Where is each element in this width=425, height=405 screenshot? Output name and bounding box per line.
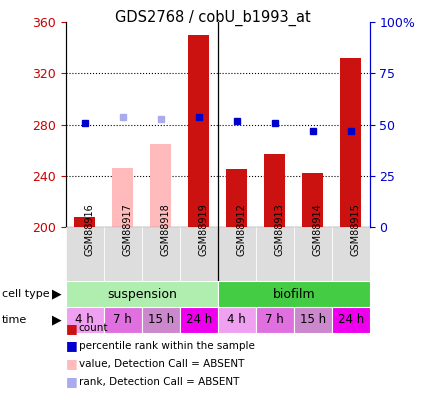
Text: 4 h: 4 h — [76, 313, 94, 326]
Text: 7 h: 7 h — [266, 313, 284, 326]
Text: GSM88918: GSM88918 — [161, 203, 171, 256]
Text: GSM88919: GSM88919 — [199, 203, 209, 256]
Bar — [218, 307, 256, 333]
Text: ▶: ▶ — [52, 313, 61, 326]
Text: GDS2768 / cobU_b1993_at: GDS2768 / cobU_b1993_at — [115, 10, 310, 26]
Text: ▶: ▶ — [52, 288, 61, 301]
Text: 24 h: 24 h — [186, 313, 212, 326]
Bar — [66, 307, 104, 333]
Text: GSM88915: GSM88915 — [351, 203, 361, 256]
Bar — [294, 227, 332, 281]
Bar — [302, 173, 323, 227]
Bar — [66, 227, 104, 281]
Text: value, Detection Call = ABSENT: value, Detection Call = ABSENT — [79, 359, 244, 369]
Text: ■: ■ — [66, 375, 78, 388]
Bar — [218, 227, 256, 281]
Bar — [104, 227, 142, 281]
Bar — [332, 307, 370, 333]
Text: GSM88916: GSM88916 — [85, 203, 95, 256]
Text: 15 h: 15 h — [300, 313, 326, 326]
Text: rank, Detection Call = ABSENT: rank, Detection Call = ABSENT — [79, 377, 239, 386]
Bar — [256, 227, 294, 281]
Bar — [294, 307, 332, 333]
Bar — [332, 227, 370, 281]
Text: 15 h: 15 h — [148, 313, 174, 326]
Bar — [142, 227, 180, 281]
Bar — [74, 217, 95, 227]
Text: percentile rank within the sample: percentile rank within the sample — [79, 341, 255, 351]
Text: 24 h: 24 h — [337, 313, 364, 326]
Bar — [227, 169, 247, 227]
Bar — [218, 281, 370, 307]
Text: ■: ■ — [66, 339, 78, 352]
Bar — [180, 307, 218, 333]
Text: ■: ■ — [66, 322, 78, 335]
Bar — [104, 307, 142, 333]
Bar — [340, 58, 361, 227]
Text: time: time — [2, 315, 27, 325]
Bar — [150, 144, 171, 227]
Text: GSM88912: GSM88912 — [237, 203, 247, 256]
Bar — [188, 35, 209, 227]
Text: GSM88913: GSM88913 — [275, 203, 285, 256]
Text: 4 h: 4 h — [227, 313, 246, 326]
Text: biofilm: biofilm — [272, 288, 315, 301]
Text: suspension: suspension — [107, 288, 177, 301]
Bar — [66, 281, 218, 307]
Bar — [264, 154, 285, 227]
Text: count: count — [79, 323, 108, 333]
Bar — [142, 307, 180, 333]
Text: 7 h: 7 h — [113, 313, 132, 326]
Text: cell type: cell type — [2, 289, 50, 299]
Text: GSM88917: GSM88917 — [123, 203, 133, 256]
Bar — [112, 168, 133, 227]
Text: GSM88914: GSM88914 — [313, 203, 323, 256]
Text: ■: ■ — [66, 357, 78, 370]
Bar — [180, 227, 218, 281]
Bar — [256, 307, 294, 333]
